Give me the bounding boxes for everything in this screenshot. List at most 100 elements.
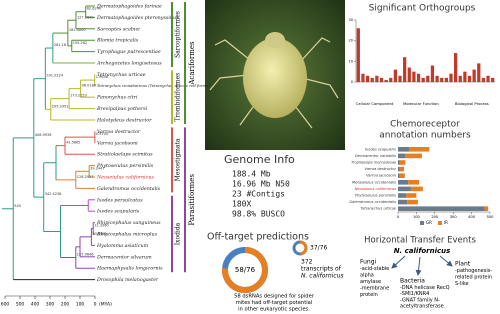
group-label: Cellular Component [356, 101, 394, 106]
bar [426, 75, 430, 82]
chart-title: annotation numbers [379, 131, 471, 141]
species-label: Varroa destructor [364, 167, 396, 171]
species-label: Ixodes persulcatus [96, 197, 143, 203]
node-label: 408.9936 [35, 133, 52, 137]
section-title: Horizontal Transfer Events [364, 236, 476, 246]
donut-label: 37/76 [310, 245, 327, 252]
bar [407, 67, 411, 82]
species-label: Ixodes scapularis [365, 147, 396, 151]
node-label: 62.6240 [87, 7, 101, 11]
clade-label: Acariformes [188, 41, 196, 86]
group-label: Molecular Function [403, 101, 439, 106]
bar [477, 63, 481, 82]
tick-label: 500 [487, 215, 495, 219]
bar [444, 77, 448, 82]
plant-text: -pathogenesis- [455, 268, 492, 274]
species-label: Varroa jacobsoni [366, 174, 396, 178]
species-label: Phytoseiulus persimilis [96, 163, 154, 169]
donut-slice [299, 240, 308, 256]
bar [412, 71, 416, 82]
node-label: 12.3300 [94, 223, 108, 227]
species-label: Tropilaelaps mercedesae [351, 161, 397, 165]
genome-stat: 98.8% BUSCO [232, 210, 285, 219]
tick-label: 400 [468, 215, 476, 219]
bar [399, 166, 405, 172]
node-label: 1.9658 [96, 75, 108, 79]
bar [398, 206, 485, 211]
node-label: 127.9646 [77, 253, 94, 257]
genome-stat: 23 #Contigs [232, 190, 285, 199]
bacteria-text: -DNA helicase RecQ [400, 285, 450, 291]
clade-label: Ixodida [175, 222, 182, 245]
bar [375, 75, 379, 82]
photo [205, 0, 345, 150]
legend-label: GR [426, 220, 432, 225]
donut-label: 58/76 [235, 266, 256, 274]
tick-label: 400 [31, 302, 40, 308]
node-label: 0.5705 [96, 132, 108, 136]
bar [399, 173, 405, 178]
node-label: 155.262 [73, 41, 87, 45]
clade-label: Trombidiformes [175, 73, 182, 122]
species-label: Rhipicephalus sanguineus [96, 220, 161, 226]
node-label: 96.0180 [82, 84, 96, 88]
axis-unit: (MYA) [99, 302, 112, 308]
genome-stat: 180X [232, 200, 251, 209]
genome-stat: 16.96 Mb N50 [232, 180, 290, 189]
species-label: Tetranychus urticae [360, 207, 396, 211]
bar [407, 199, 418, 205]
bar [430, 65, 435, 82]
node-label: 23.8451 [92, 232, 106, 236]
bar [472, 69, 476, 82]
note-text: in other eukaryotic species. [238, 307, 310, 313]
off-target: Off-target predictions 58/76 37/76 372trans… [207, 232, 344, 313]
bar [406, 193, 417, 198]
bar [398, 75, 402, 82]
clade-label: Parasitiformes [188, 174, 196, 226]
bacteria-text: -GNAT family N- [400, 297, 440, 303]
species-label: Metaseiulus occidentalis [352, 180, 396, 184]
species-label: Haemaphysalis longicornis [96, 266, 163, 272]
hte-arrows [391, 255, 453, 276]
clade-label: Sarcoptiformes [175, 11, 182, 58]
node-label: 331.0224 [46, 74, 63, 78]
bacteria-text: acetyltransferase [400, 304, 444, 310]
fungi-text: protein [360, 292, 378, 298]
species-label: Neoseiulus californicus [355, 187, 396, 191]
note-text: 58 dsRNAs designed for spider [234, 294, 315, 300]
species-label: Drosophila melanogaster [96, 277, 159, 283]
bar [405, 153, 422, 159]
legend-swatch [438, 221, 442, 225]
legend-swatch [420, 221, 424, 225]
tick-label: 300 [450, 215, 458, 219]
plant-text: S-like [455, 281, 469, 287]
tick-label: 100 [413, 215, 421, 219]
species-label: Galendromus occidentalis [97, 186, 161, 192]
fungi-text: Fungi [360, 259, 377, 266]
fungi-text: -membrane [360, 286, 389, 292]
bar [449, 73, 453, 82]
tick-label: 30 [349, 18, 353, 22]
tick-label: 0 [94, 302, 97, 308]
bar [463, 71, 467, 82]
bar [481, 77, 486, 82]
species-label: Tetranychus cinnabarinus (Tetranychus ur… [97, 83, 210, 88]
clade-label: Mesostigmata [175, 138, 182, 181]
bar [484, 206, 489, 211]
node-label: 342.4238 [45, 192, 62, 196]
chart-title: Chemoreceptor [390, 120, 460, 130]
tick-label: 0 [351, 80, 353, 84]
bacteria-text: -SMI1/KNR4 [400, 291, 429, 297]
species-label: Neoseiulus californicus [96, 175, 154, 181]
tick-label: 600 [1, 302, 10, 308]
bar [398, 193, 407, 198]
center-species: N. californicus [394, 247, 451, 255]
bar [389, 77, 393, 82]
node-label: 295.9351 [52, 104, 69, 108]
node-label: 39.2447 [90, 166, 104, 170]
bar [410, 186, 423, 192]
bar [416, 73, 421, 82]
node-label: 127.2639 [77, 15, 94, 19]
